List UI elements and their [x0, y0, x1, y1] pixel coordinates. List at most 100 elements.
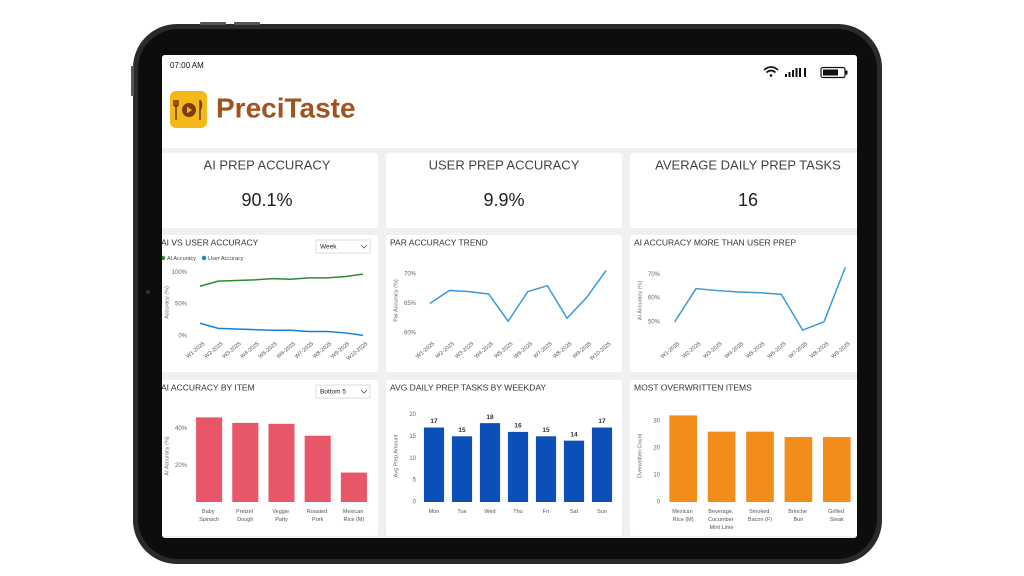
filter-value[interactable]: Week — [320, 244, 337, 251]
legend-marker — [162, 255, 166, 261]
chart-card: AVG DAILY PREP TASKS BY WEEKDAY Avg Prep … — [386, 380, 622, 536]
x-tick-label: Fri — [543, 509, 549, 515]
wifi-icon — [769, 74, 773, 77]
chart-title: AI VS USER ACCURACY — [161, 237, 259, 247]
y-tick-label: 20 — [653, 445, 660, 451]
y-tick-label: 65% — [404, 301, 417, 307]
charts: AI VS USER ACCURACY Week AI Accuracy User A… — [161, 235, 857, 536]
x-tick-label: Roasted Pork — [307, 509, 329, 523]
signal-icon — [788, 72, 791, 77]
bar-value-label: 17 — [598, 418, 606, 425]
battery-icon — [823, 69, 838, 76]
x-tick-label: Smoked Bacon (F) — [748, 509, 772, 523]
dropdown-chevron[interactable] — [360, 389, 368, 394]
chart-title: AVG DAILY PREP TASKS BY WEEKDAY — [390, 382, 546, 392]
kpi-card — [162, 153, 378, 228]
logo-icon — [187, 106, 192, 114]
kpi-value: 16 — [738, 190, 758, 210]
x-tick-label: Mexican Rice (M) — [672, 509, 694, 523]
bar-value-label: 18 — [486, 414, 494, 421]
x-tick-label: Thu — [513, 509, 522, 515]
kpi-label: USER PREP ACCURACY — [429, 157, 580, 172]
bar — [304, 435, 331, 502]
y-tick-label: 50% — [175, 302, 188, 308]
signal-icon — [804, 68, 806, 77]
chart-title: MOST OVERWRITTEN ITEMS — [634, 382, 752, 392]
y-tick-label: 15 — [409, 434, 416, 440]
logo-icon — [173, 100, 179, 120]
card-background — [630, 235, 857, 372]
screen: 07:00 AM PreciTaste AI PREP ACCURACY 90.… — [161, 55, 857, 538]
line-series — [429, 269, 607, 323]
x-tick-label: Beverage, Cucumber Mint Lime — [708, 509, 735, 531]
bar — [591, 427, 613, 502]
bar — [784, 437, 813, 502]
chart-card: MOST OVERWRITTEN ITEMS Overwritten Count 0… — [630, 380, 857, 536]
tablet-button — [234, 22, 260, 25]
chart-title: AI ACCURACY MORE THAN USER PREP — [634, 237, 796, 247]
bar — [268, 423, 295, 502]
y-tick-label: 0% — [178, 334, 187, 340]
y-axis-label: AI Accuracy (%) — [164, 436, 170, 475]
tablet-button — [131, 66, 134, 96]
x-tick-label: Mexican Rice (M) — [343, 509, 365, 523]
chart-card: PAR ACCURACY TREND Par Accuracy (%) 60% 65%… — [386, 235, 622, 372]
y-tick-label: 70% — [404, 271, 417, 277]
y-axis-label: Avg Prep Amount — [393, 434, 399, 477]
y-tick-label: 60% — [404, 331, 417, 337]
bar — [507, 431, 529, 502]
signal-icon — [795, 68, 798, 77]
bar-value-label: 15 — [542, 427, 550, 434]
chart-card: AI ACCURACY BY ITEM Bottom 5 AI Accuracy (… — [162, 380, 378, 536]
wifi-icon — [763, 66, 779, 74]
y-tick-label: 20 — [409, 412, 416, 418]
filter-dropdown[interactable] — [315, 239, 371, 254]
kpi-value: 90.1% — [241, 190, 292, 210]
bar-value-label: 17 — [430, 418, 438, 425]
bar — [746, 431, 774, 502]
y-tick-label: 0 — [657, 500, 661, 506]
x-tick-label: Brioche Bun — [788, 509, 808, 523]
y-tick-label: 50% — [648, 319, 661, 325]
x-tick-label: Mon — [429, 509, 440, 515]
bar — [669, 415, 698, 502]
bar — [479, 423, 501, 502]
x-tick-label: Baby Spinach — [199, 509, 219, 523]
bar — [707, 431, 736, 502]
status-icons — [763, 66, 848, 79]
dropdown-chevron[interactable] — [360, 244, 368, 249]
x-tick-label: Grilled Steak — [828, 509, 845, 523]
chart-card: AI VS USER ACCURACY Week AI Accuracy User A… — [161, 235, 378, 372]
kpi-label: AI PREP ACCURACY — [204, 157, 331, 172]
y-axis-label: Accuracy (%) — [164, 286, 170, 319]
y-tick-label: 10 — [409, 456, 416, 462]
battery-icon — [845, 70, 848, 75]
legend-marker — [201, 255, 207, 261]
kpi-value: 9.9% — [483, 190, 524, 210]
y-tick-label: 10 — [653, 473, 660, 479]
signal-icon — [799, 68, 801, 77]
x-tick-label: Tue — [457, 509, 466, 515]
x-tick-label: Pretzel Dough — [236, 509, 255, 523]
filter-dropdown[interactable] — [315, 384, 371, 399]
filter-value[interactable]: Bottom 5 — [320, 389, 346, 396]
bar — [196, 417, 223, 502]
y-tick-label: 40% — [175, 426, 188, 432]
bar — [563, 440, 585, 502]
bar — [451, 436, 473, 502]
bar — [340, 472, 367, 502]
x-tick-label: Sat — [570, 509, 579, 515]
y-tick-label: 30 — [653, 418, 660, 424]
line-series — [199, 273, 364, 287]
y-tick-label: 20% — [175, 463, 188, 469]
bar-value-label: 15 — [458, 427, 466, 434]
bar — [535, 436, 557, 502]
legend-label: User Accuracy — [208, 256, 244, 262]
line-series — [199, 322, 364, 337]
y-tick-label: 5 — [413, 478, 417, 484]
y-axis-label: Overwritten Count — [637, 433, 643, 478]
x-tick-label: Wed — [484, 509, 495, 515]
brand-name: PreciTaste — [216, 92, 356, 123]
tablet-button — [200, 22, 226, 25]
chart-card: AI ACCURACY MORE THAN USER PREP AI Accura… — [630, 235, 857, 372]
